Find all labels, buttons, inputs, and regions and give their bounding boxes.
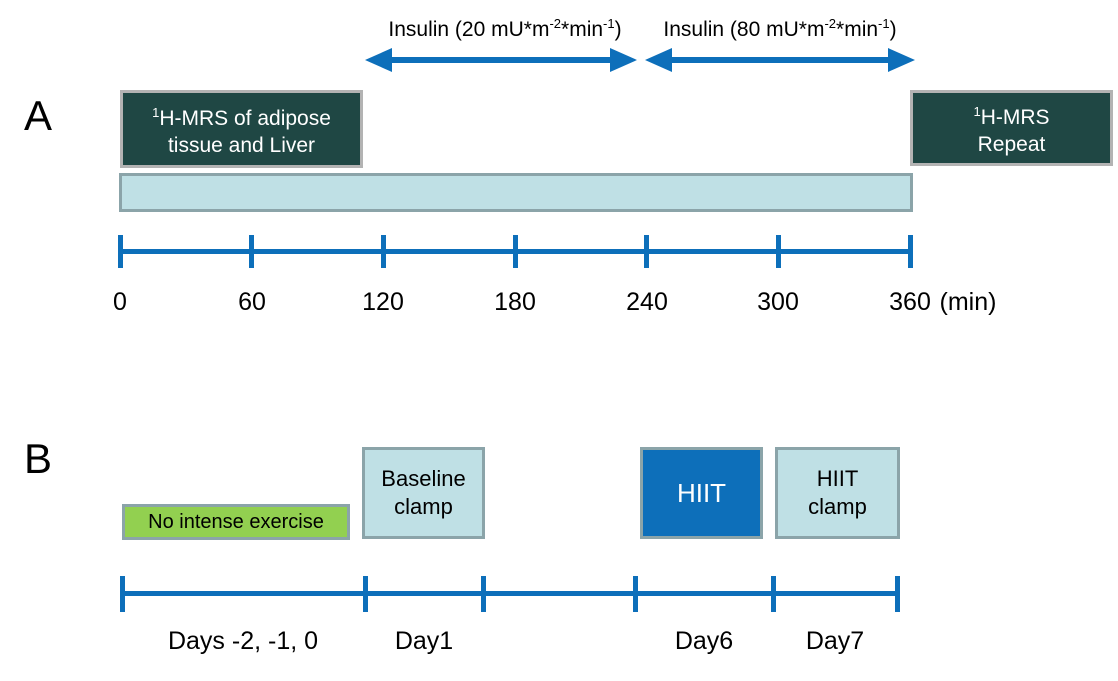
insulin-20-label: Insulin (20 mU*m-2*min-1) [388,16,621,42]
mrs-repeat-box: 1H-MRS Repeat [910,90,1113,166]
insulin-80-text: Insulin (80 mU*m [663,18,825,41]
timeline-b-tick-day7 [771,576,776,612]
mrs-left-text: H-MRS of adipose [159,107,331,130]
hiit-clamp-box: HIIT clamp [775,447,900,539]
timeline-a-label-240: 240 [626,288,668,316]
day-label-day6: Day6 [674,627,734,655]
timeline-a-label-0: 0 [113,288,127,316]
mrs-repeat-line2: Repeat [977,133,1046,156]
timeline-a-label-300: 300 [757,288,799,316]
insulin-20-sup-exp2: -1 [603,16,615,31]
insulin-80-arrow [645,48,915,72]
timeline-a-tick-240 [644,235,649,268]
insulin-20-sup-exp: -2 [549,16,562,31]
no-intense-exercise-label: No intense exercise [148,510,324,533]
clamp-duration-bar [119,173,913,212]
day-label-pre: Days -2, -1, 0 [167,627,319,655]
timeline-b-line [122,591,898,596]
timeline-b-tick-day2 [481,576,486,612]
timeline-a-label-360: 360 [889,288,931,316]
insulin-20-text: Insulin (20 mU*m [388,18,550,41]
timeline-b-tick-day1 [363,576,368,612]
mrs-right-text: H-MRS [980,106,1050,129]
mrs-right-sup: 1 [973,104,981,119]
timeline-a-label-180: 180 [494,288,536,316]
timeline-a-tick-300 [776,235,781,268]
insulin-80-sup-exp: -2 [824,16,837,31]
timeline-a-tick-180 [513,235,518,268]
timeline-a-label-120: 120 [362,288,404,316]
no-intense-exercise-box: No intense exercise [122,504,350,540]
hiit-clamp-line2: clamp [808,494,867,519]
mrs-adipose-liver-line2: tissue and Liver [167,134,316,157]
insulin-80-sup-exp2: -1 [878,16,890,31]
day-label-day1: Day1 [394,627,454,655]
mrs-repeat-line1: 1H-MRS [913,98,1110,131]
timeline-a-unit: (min) [939,288,997,316]
mrs-adipose-liver-line1: 1H-MRS of adipose [123,99,360,132]
hiit-label: HIIT [676,478,727,508]
insulin-80-label: Insulin (80 mU*m-2*min-1) [663,16,896,42]
baseline-clamp-line2: clamp [394,494,453,519]
hiit-clamp-line1: HIIT [816,466,859,491]
timeline-b-tick-start [120,576,125,612]
insulin-20-arrow [365,48,637,72]
panel-a-label: A [24,92,53,139]
timeline-a-tick-60 [249,235,254,268]
panel-b-label: B [24,435,53,482]
baseline-clamp-line1: Baseline [381,466,466,491]
insulin-80-text-mid: *min [836,18,879,41]
baseline-clamp-box: Baseline clamp [362,447,485,539]
insulin-20-text-end: ) [614,18,622,41]
timeline-a-tick-120 [381,235,386,268]
mrs-left-sup: 1 [152,105,160,120]
hiit-box: HIIT [640,447,763,539]
timeline-a-tick-360 [908,235,913,268]
insulin-20-text-mid: *min [561,18,604,41]
mrs-adipose-liver-box: 1H-MRS of adipose tissue and Liver [120,90,363,168]
timeline-b-tick-end [895,576,900,612]
timeline-a-tick-0 [118,235,123,268]
timeline-a-label-60: 60 [238,288,266,316]
insulin-80-text-end: ) [889,18,897,41]
timeline-b-tick-day6 [633,576,638,612]
day-label-day7: Day7 [805,627,865,655]
